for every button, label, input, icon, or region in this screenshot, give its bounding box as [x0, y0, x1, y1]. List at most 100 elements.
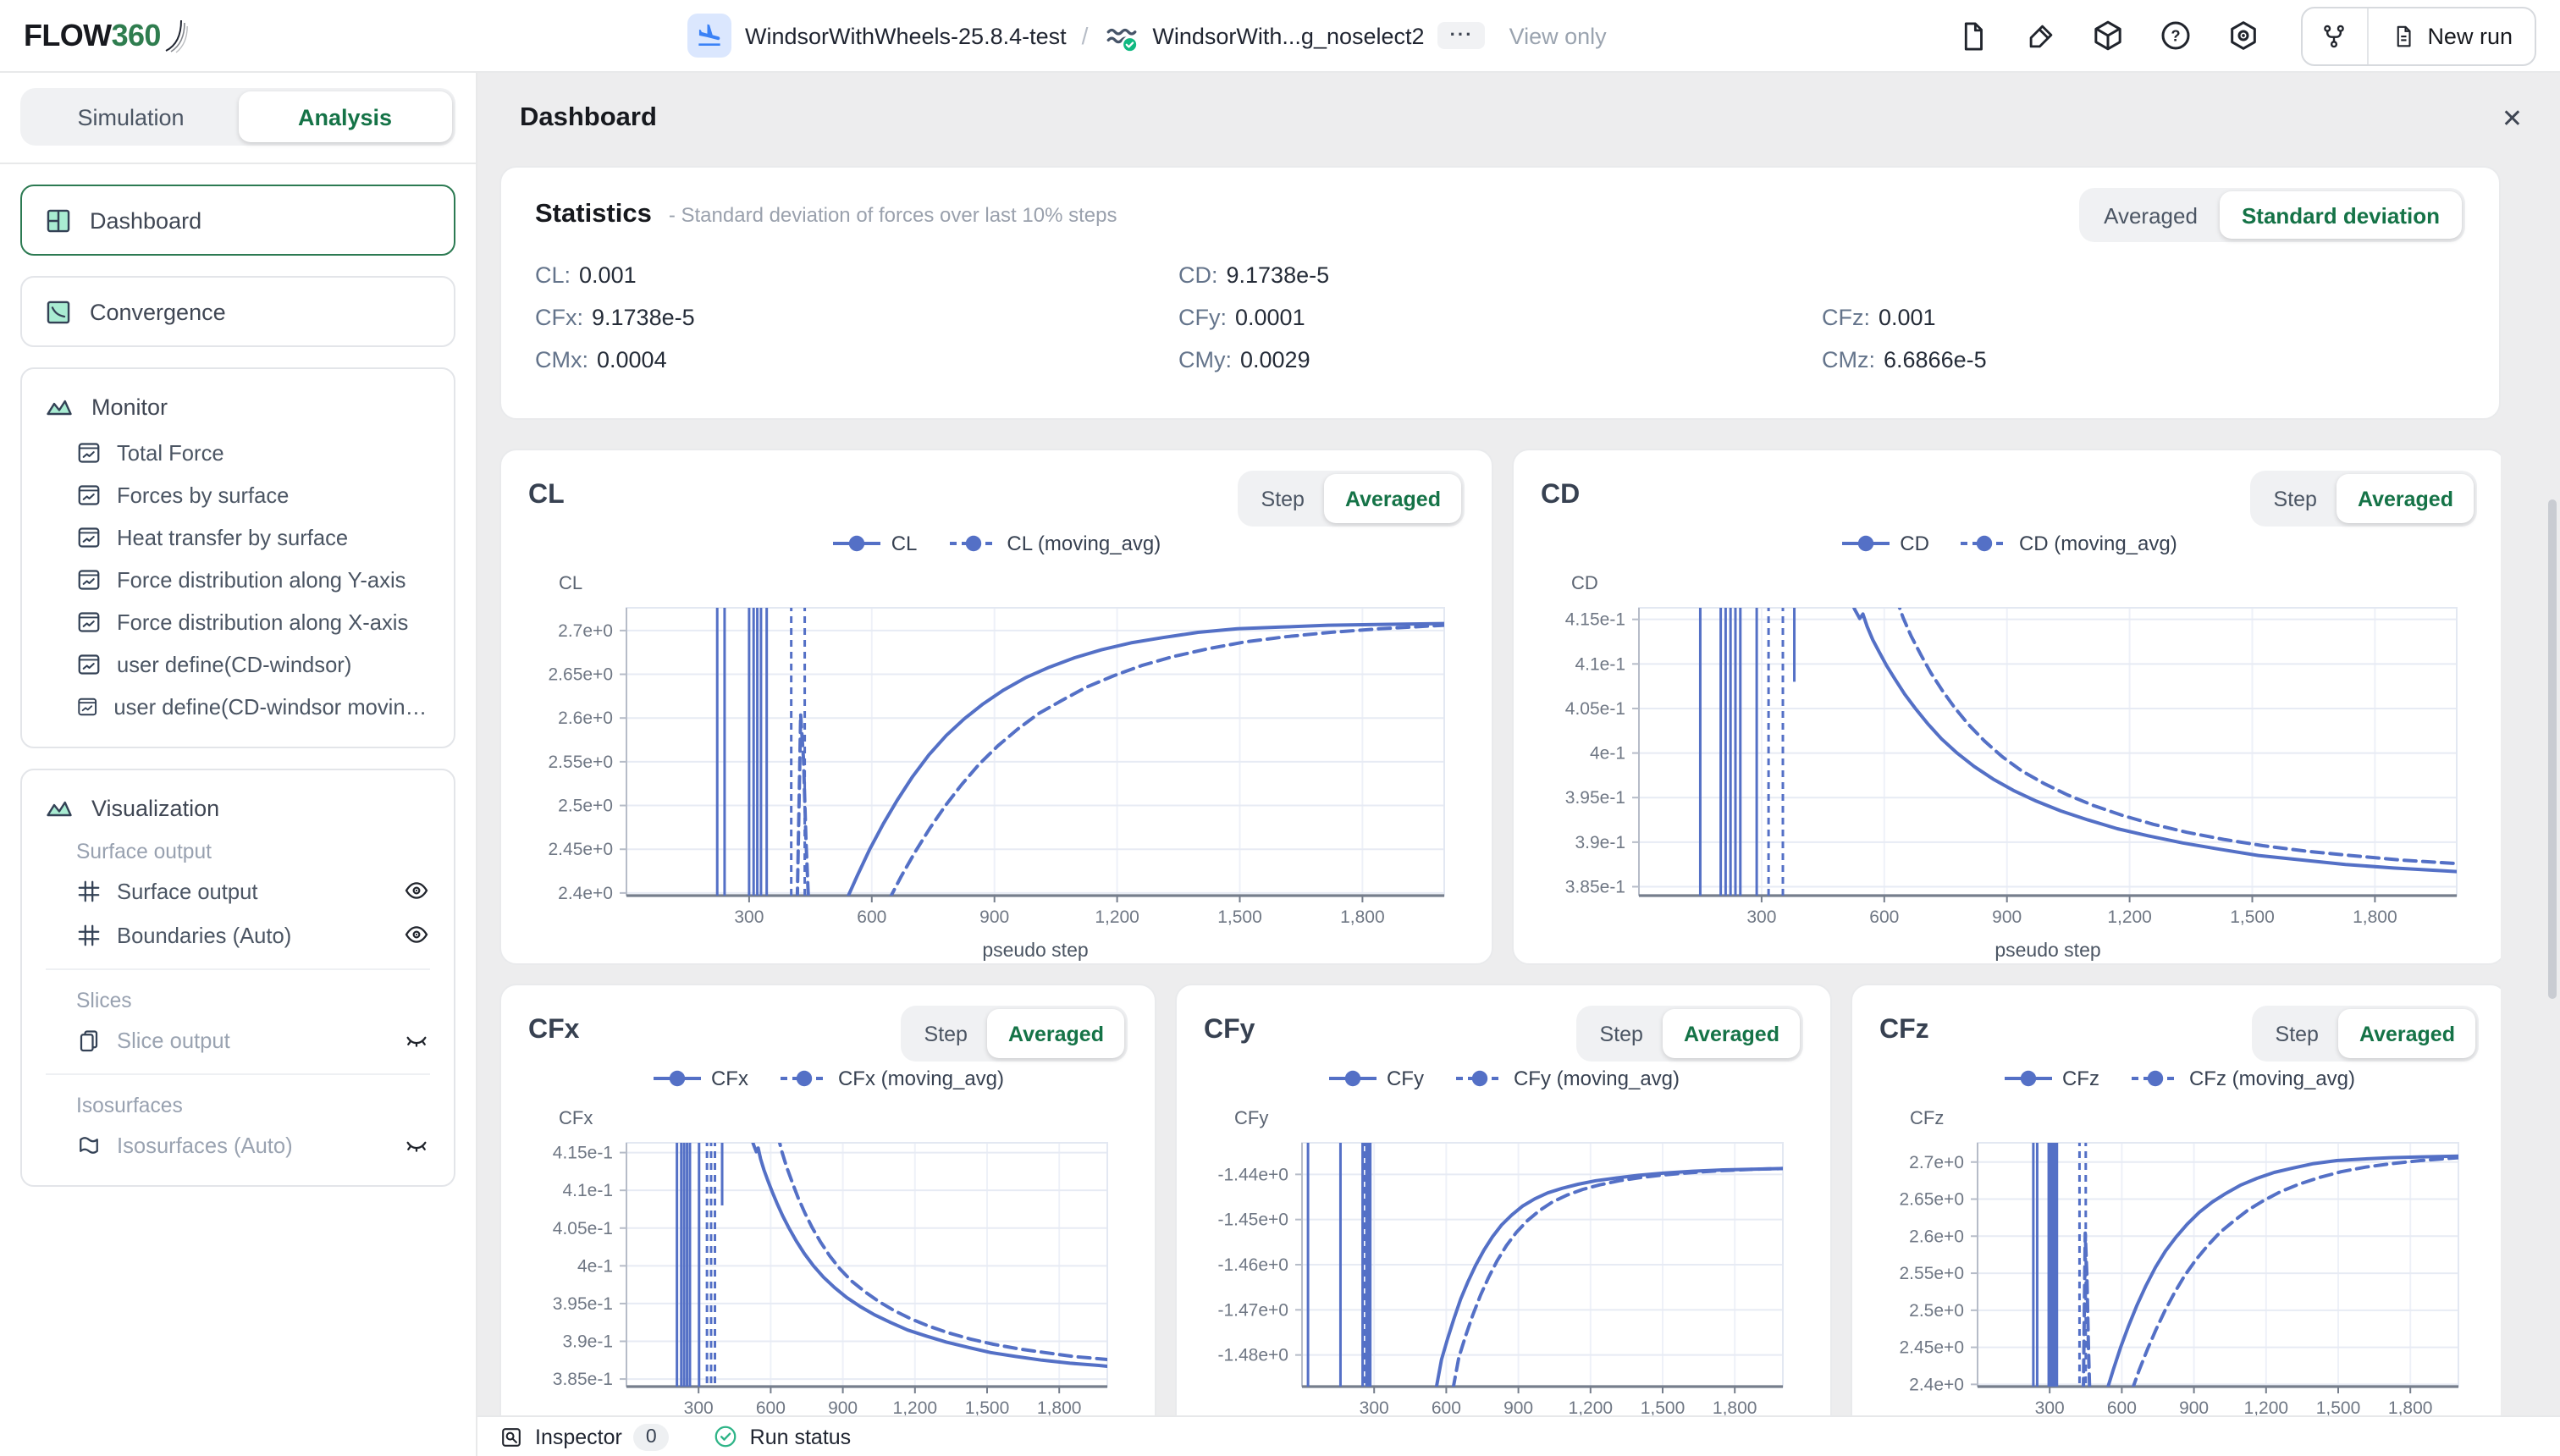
tick-labels: -1.44e+0 -1.45e+0 -1.46e+0 -1.47e+0 -1.48e+0…	[1218, 1165, 1757, 1417]
monitor-card: Monitor Total Force Forces by surface He…	[20, 367, 455, 748]
cfx-step-option[interactable]: Step	[924, 1022, 968, 1045]
svg-text:1,500: 1,500	[1641, 1398, 1686, 1417]
svg-text:2.45e+0: 2.45e+0	[1900, 1338, 1965, 1358]
chart-row-2: CFx Step Averaged CFx CFx (moving_avg) 4.…	[499, 984, 2501, 1417]
svg-text:2.6e+0: 2.6e+0	[1909, 1227, 1964, 1246]
viz-item-isosurfaces[interactable]: Isosurfaces (Auto)	[22, 1122, 454, 1166]
eye-closed-icon[interactable]	[403, 1131, 430, 1158]
main-panel: Dashboard ✕ Statistics - Standard deviat…	[477, 71, 2560, 1456]
settings-button[interactable]	[2226, 18, 2261, 53]
svg-text:2.5e+0: 2.5e+0	[1909, 1301, 1964, 1321]
cd-averaged-option[interactable]: Averaged	[2337, 474, 2474, 523]
annotate-pen-button[interactable]	[2022, 18, 2058, 53]
visualization-chart-icon	[47, 801, 72, 817]
new-run-group: New run	[2300, 6, 2536, 65]
new-run-label: New run	[2427, 23, 2513, 48]
stat-cmx: CMx: 0.0004	[535, 347, 667, 372]
svg-text:4.15e-1: 4.15e-1	[553, 1144, 613, 1163]
new-run-button[interactable]: New run	[2368, 8, 2535, 63]
inspector-button[interactable]: Inspector 0	[499, 1423, 669, 1450]
file-button[interactable]	[1955, 18, 1990, 53]
stat-cfz: CFz: 0.001	[1822, 305, 1936, 330]
viz-item-boundaries[interactable]: Boundaries (Auto)	[22, 913, 454, 957]
breadcrumb-more-button[interactable]: ···	[1437, 22, 1486, 49]
cfy-averaged-option[interactable]: Averaged	[1663, 1009, 1800, 1058]
svg-text:600: 600	[756, 1398, 786, 1417]
viz-item-surface-output[interactable]: Surface output	[22, 869, 454, 913]
sidebar-item-convergence[interactable]: Convergence	[20, 276, 455, 347]
sidebar-divider	[0, 163, 476, 164]
isosurface-icon	[80, 1136, 98, 1153]
monitor-item-forces-by-surface[interactable]: Forces by surface	[22, 474, 454, 516]
monitor-item-heat-transfer[interactable]: Heat transfer by surface	[22, 516, 454, 559]
breadcrumb-case[interactable]: WindsorWith...g_noselect2	[1152, 23, 1425, 48]
monitor-item-user-define-cd-moving[interactable]: user define(CD-windsor moving stati...	[22, 686, 454, 728]
viz-item-slice-output[interactable]: Slice output	[22, 1018, 454, 1062]
legend-item[interactable]: CFy	[1327, 1067, 1424, 1090]
stats-std-option[interactable]: Standard deviation	[2219, 191, 2462, 239]
monitor-item-user-define-cd[interactable]: user define(CD-windsor)	[22, 643, 454, 686]
legend-item[interactable]: CFz	[2003, 1067, 2099, 1090]
y-axis-title: CFy	[1234, 1107, 1268, 1128]
eye-open-icon[interactable]	[403, 921, 430, 948]
axes	[1638, 608, 2457, 897]
cfy-step-option[interactable]: Step	[1599, 1022, 1643, 1045]
legend-item[interactable]: CL (moving_avg)	[947, 532, 1161, 555]
stats-averaged-option[interactable]: Averaged	[2104, 202, 2198, 228]
legend-item[interactable]: CL	[832, 532, 917, 555]
legend-item[interactable]: CFx (moving_avg)	[779, 1067, 1004, 1090]
logo-360: 360	[111, 18, 162, 52]
monitor-header[interactable]: Monitor	[22, 386, 454, 432]
tab-analysis[interactable]: Analysis	[238, 91, 452, 142]
run-status-button[interactable]: Run status	[713, 1424, 851, 1449]
monitor-item-force-dist-y[interactable]: Force distribution along Y-axis	[22, 559, 454, 601]
chart-panel-icon	[78, 527, 100, 548]
svg-text:2.7e+0: 2.7e+0	[1909, 1153, 1964, 1172]
monitor-item-total-force[interactable]: Total Force	[22, 432, 454, 474]
chart-legend: CFx CFx (moving_avg)	[528, 1062, 1128, 1095]
visualization-header[interactable]: Visualization	[22, 787, 454, 833]
eye-closed-icon[interactable]	[403, 1026, 430, 1053]
cfz-averaged-option[interactable]: Averaged	[2338, 1009, 2475, 1058]
svg-text:1,800: 1,800	[1340, 907, 1385, 927]
tab-simulation[interactable]: Simulation	[77, 104, 185, 130]
eye-open-icon[interactable]	[403, 877, 430, 904]
help-button[interactable]: ?	[2158, 18, 2193, 53]
model-cube-button[interactable]	[2090, 18, 2126, 53]
svg-text:4.05e-1: 4.05e-1	[553, 1219, 613, 1238]
sidebar-item-dashboard[interactable]: Dashboard	[20, 185, 455, 256]
chart-panel-icon	[78, 612, 100, 632]
sidebar-nav: Dashboard Convergence Monitor	[0, 164, 476, 1207]
project-icon-box[interactable]	[687, 14, 731, 58]
legend-item[interactable]: CFy (moving_avg)	[1454, 1067, 1680, 1090]
grid-lines	[1638, 607, 2458, 896]
svg-text:2.4e+0: 2.4e+0	[1909, 1375, 1964, 1394]
legend-item[interactable]: CFz (moving_avg)	[2130, 1067, 2355, 1090]
legend-item[interactable]: CD (moving_avg)	[1960, 532, 2177, 555]
cfx-averaged-option[interactable]: Averaged	[987, 1009, 1124, 1058]
statistics-panel: Statistics - Standard deviation of force…	[499, 166, 2501, 420]
tick-labels: 4.15e-1 4.1e-1 4.05e-1 4e-1 3.95e-1 3.9e-1 3.8…	[553, 1144, 1082, 1417]
grid-icon	[78, 880, 100, 902]
cd-step-option[interactable]: Step	[2273, 487, 2317, 510]
legend-item[interactable]: CFx	[652, 1067, 748, 1090]
svg-text:3.85e-1: 3.85e-1	[1565, 877, 1625, 896]
scrollbar-thumb[interactable]	[2548, 499, 2557, 999]
flow360-logo: FLOW 360	[24, 0, 188, 71]
new-run-file-icon	[2397, 25, 2410, 47]
breadcrumb-project[interactable]: WindsorWithWheels-25.8.4-test	[745, 23, 1067, 48]
svg-text:1,200: 1,200	[2107, 907, 2152, 927]
cfz-step-option[interactable]: Step	[2275, 1022, 2319, 1045]
close-icon[interactable]: ✕	[2501, 104, 2523, 133]
svg-text:4.05e-1: 4.05e-1	[1565, 699, 1625, 719]
inspector-label: Inspector	[535, 1425, 622, 1448]
chart-title: CFz	[1879, 1016, 1929, 1045]
sidebar-item-label: Convergence	[90, 299, 226, 324]
cl-step-option[interactable]: Step	[1261, 487, 1305, 510]
legend-item[interactable]: CD	[1840, 532, 1929, 555]
visualization-card: Visualization Surface output Surface out…	[20, 769, 455, 1187]
svg-text:4e-1: 4e-1	[577, 1256, 613, 1276]
monitor-item-force-dist-x[interactable]: Force distribution along X-axis	[22, 601, 454, 643]
fork-run-button[interactable]	[2302, 8, 2369, 63]
cl-averaged-option[interactable]: Averaged	[1324, 474, 1461, 523]
